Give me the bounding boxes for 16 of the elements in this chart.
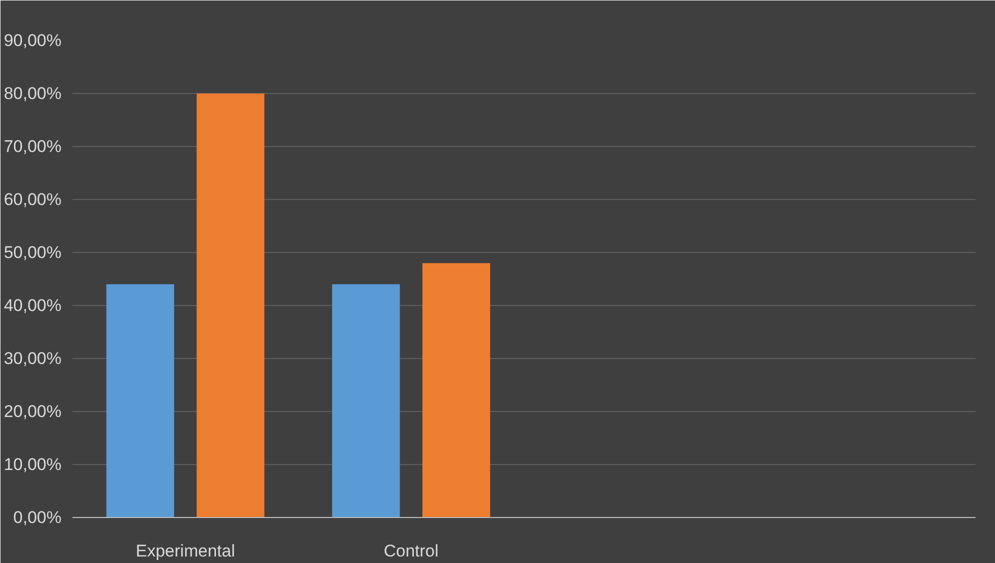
y-tick-label: 10,00% <box>4 455 62 474</box>
bar <box>422 263 490 518</box>
y-tick-label: 60,00% <box>4 190 62 209</box>
y-tick-label: 80,00% <box>4 84 62 103</box>
y-tick-label: 70,00% <box>4 137 62 156</box>
x-tick-label: Experimental <box>136 542 235 560</box>
y-tick-label: 20,00% <box>4 402 62 421</box>
x-tick-label: Control <box>384 542 439 560</box>
y-tick-label: 90,00% <box>4 31 62 50</box>
bar <box>332 284 400 518</box>
y-tick-label: 0,00% <box>13 508 62 527</box>
y-tick-label: 50,00% <box>4 243 62 262</box>
y-tick-label: 40,00% <box>4 296 62 315</box>
y-tick-label: 30,00% <box>4 349 62 368</box>
bar <box>106 284 174 518</box>
bar <box>196 94 264 518</box>
